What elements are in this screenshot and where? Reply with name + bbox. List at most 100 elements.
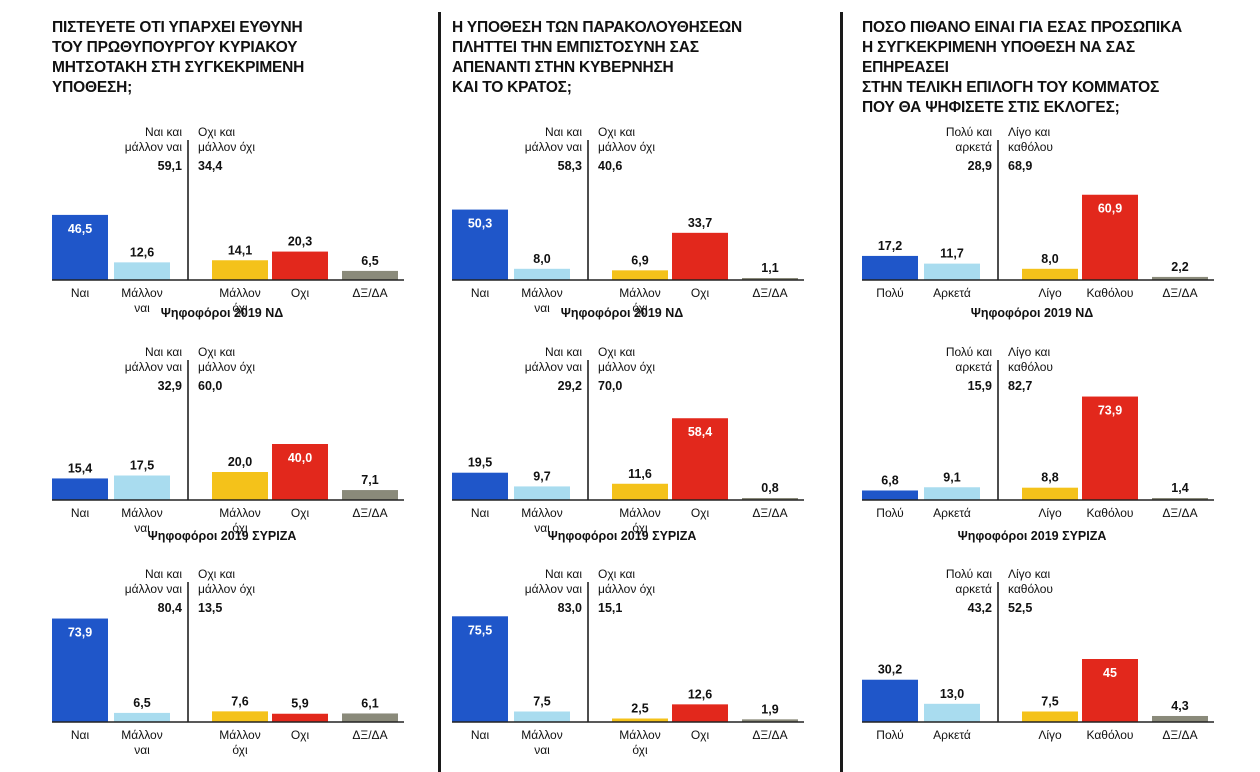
category-label: Μάλλον όχι xyxy=(219,286,260,315)
group-label: Ναι και μάλλον ναι xyxy=(125,125,183,154)
bar-value-label: 12,6 xyxy=(688,687,712,701)
category-label: ΔΞ/ΔΑ xyxy=(1162,286,1197,300)
panel-subtitle: Ψηφοφόροι 2019 ΣΥΡΙΖΑ xyxy=(957,529,1107,543)
category-label: Λίγο xyxy=(1038,286,1062,300)
column-separator xyxy=(438,12,441,772)
group-value: 58,3 xyxy=(558,159,582,173)
group-value: 34,4 xyxy=(198,159,222,173)
bar-3 xyxy=(1082,396,1138,500)
bar-panel: Ναι και μάλλον ναι 83,0 Οχι και μάλλον όχι 15… xyxy=(452,567,804,757)
bar-1 xyxy=(924,487,980,500)
bar-0 xyxy=(862,679,918,722)
bar-value-label: 11,6 xyxy=(628,467,652,481)
category-label: Οχι xyxy=(291,728,310,742)
bar-value-label: 7,5 xyxy=(1041,695,1058,709)
bar-0 xyxy=(52,618,108,722)
bar-value-label: 1,1 xyxy=(761,261,778,275)
bar-2 xyxy=(612,483,668,500)
bar-4 xyxy=(742,719,798,722)
bar-value-label: 17,2 xyxy=(878,239,902,253)
bar-value-label: 73,9 xyxy=(68,626,92,640)
category-label: Μάλλον όχι xyxy=(619,286,660,315)
bar-panel: Ναι και μάλλον ναι 32,9 Οχι και μάλλον όχι 60… xyxy=(52,345,404,535)
category-label: Αρκετά xyxy=(933,728,971,742)
bar-value-label: 13,0 xyxy=(940,687,964,701)
group-label: Οχι και μάλλον όχι xyxy=(598,125,655,154)
bar-value-label: 11,7 xyxy=(940,247,964,261)
group-label: Ναι και μάλλον ναι xyxy=(525,345,583,374)
bar-value-label: 8,8 xyxy=(1041,471,1058,485)
bar-value-label: 6,5 xyxy=(361,254,378,268)
bar-3 xyxy=(272,251,328,280)
group-label: Οχι και μάλλον όχι xyxy=(198,125,255,154)
category-label: Αρκετά xyxy=(933,506,971,520)
bar-value-label: 1,4 xyxy=(1171,481,1188,495)
category-label: Ναι xyxy=(471,506,490,520)
group-label: Ναι και μάλλον ναι xyxy=(125,345,183,374)
category-label: Οχι xyxy=(291,506,310,520)
bar-4 xyxy=(1152,276,1208,280)
category-label: Πολύ xyxy=(876,728,903,742)
category-label: ΔΞ/ΔΑ xyxy=(1162,728,1197,742)
category-label: Καθόλου xyxy=(1087,506,1134,520)
group-value: 68,9 xyxy=(1008,159,1032,173)
bar-value-label: 6,1 xyxy=(361,696,378,710)
panel-subtitle: Ψηφοφόροι 2019 ΝΔ xyxy=(560,306,684,320)
bar-3 xyxy=(1082,194,1138,280)
group-label: Λίγο και καθόλου xyxy=(1008,125,1053,154)
bar-value-label: 14,1 xyxy=(228,243,252,257)
bar-value-label: 33,7 xyxy=(688,216,712,230)
category-label: Οχι xyxy=(691,286,710,300)
group-value: 15,9 xyxy=(968,379,992,393)
bar-2 xyxy=(1022,711,1078,722)
bar-value-label: 2,2 xyxy=(1171,260,1188,274)
column-separator xyxy=(840,12,843,772)
group-value: 52,5 xyxy=(1008,601,1032,615)
category-label: Ναι xyxy=(71,728,90,742)
category-label: Μάλλον όχι xyxy=(619,506,660,535)
chart-title: ΠΙΣΤΕΥΕΤΕ ΟΤΙ ΥΠΑΡΧΕΙ ΕΥΘΥΝΗ ΤΟΥ ΠΡΩΘΥΠΟ… xyxy=(52,19,305,96)
group-label: Πολύ και αρκετά xyxy=(946,125,993,154)
group-label: Οχι και μάλλον όχι xyxy=(598,567,655,596)
group-value: 43,2 xyxy=(968,601,992,615)
category-label: Ναι xyxy=(471,286,490,300)
bar-3 xyxy=(1082,659,1138,722)
bar-panel: Ναι και μάλλον ναι 58,3 Οχι και μάλλον όχι 40… xyxy=(452,125,804,315)
category-label: Ναι xyxy=(71,506,90,520)
group-label: Ναι και μάλλον ναι xyxy=(125,567,183,596)
category-label: Καθόλου xyxy=(1087,728,1134,742)
bar-1 xyxy=(114,712,170,722)
panel-subtitle: Ψηφοφόροι 2019 ΝΔ xyxy=(970,306,1094,320)
panel-subtitle: Ψηφοφόροι 2019 ΣΥΡΙΖΑ xyxy=(547,529,697,543)
group-label: Οχι και μάλλον όχι xyxy=(598,345,655,374)
bar-0 xyxy=(52,214,108,280)
bar-0 xyxy=(862,255,918,280)
bar-value-label: 0,8 xyxy=(761,481,778,495)
bar-1 xyxy=(924,263,980,280)
category-label: Οχι xyxy=(691,728,710,742)
bar-0 xyxy=(862,490,918,500)
bar-2 xyxy=(212,711,268,722)
bar-1 xyxy=(114,262,170,280)
category-label: Μάλλον όχι xyxy=(619,728,660,757)
bar-value-label: 60,9 xyxy=(1098,202,1122,216)
bar-4 xyxy=(342,713,398,722)
group-label: Οχι και μάλλον όχι xyxy=(198,345,255,374)
bar-value-label: 8,0 xyxy=(1041,252,1058,266)
bar-value-label: 2,5 xyxy=(631,702,648,716)
group-value: 70,0 xyxy=(598,379,622,393)
bar-3 xyxy=(272,713,328,722)
bar-panel: Ναι και μάλλον ναι 29,2 Οχι και μάλλον όχι 70… xyxy=(452,345,804,535)
bar-value-label: 1,9 xyxy=(761,702,778,716)
category-label: Μάλλον ναι xyxy=(521,286,562,315)
group-label: Ναι και μάλλον ναι xyxy=(525,567,583,596)
bar-4 xyxy=(342,270,398,280)
category-label: Λίγο xyxy=(1038,506,1062,520)
category-label: ΔΞ/ΔΑ xyxy=(752,728,787,742)
group-value: 80,4 xyxy=(158,601,182,615)
bar-value-label: 6,5 xyxy=(133,696,150,710)
bar-4 xyxy=(1152,715,1208,722)
group-value: 13,5 xyxy=(198,601,222,615)
category-label: ΔΞ/ΔΑ xyxy=(352,506,387,520)
category-label: Μάλλον όχι xyxy=(219,506,260,535)
